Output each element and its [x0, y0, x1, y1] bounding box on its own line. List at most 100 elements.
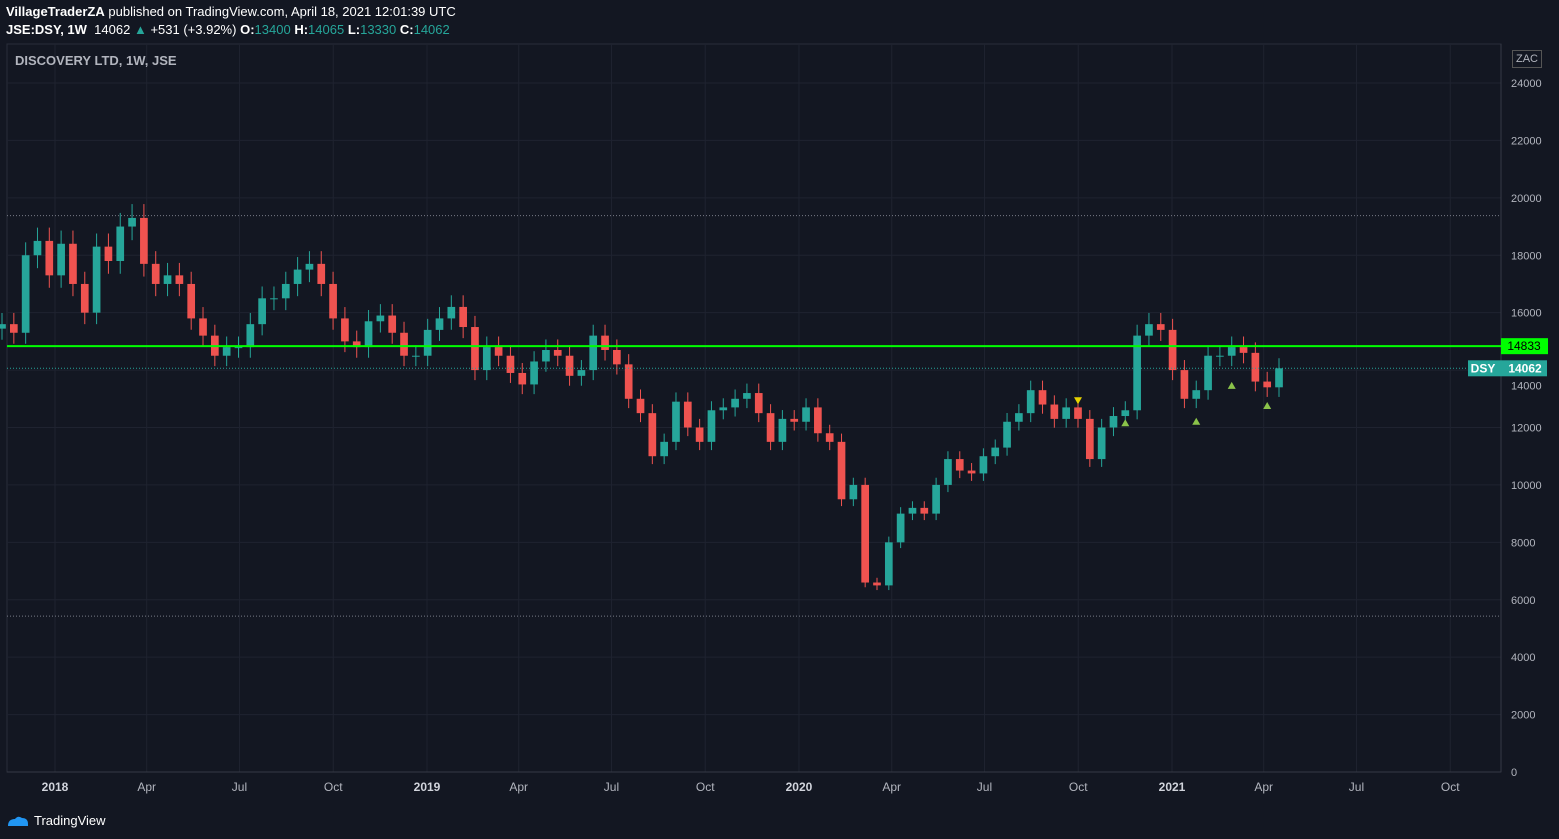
candle-body [92, 246, 101, 313]
candle-body [364, 321, 373, 348]
publish-text: published on TradingView.com, April 18, … [108, 4, 456, 19]
candle-body [884, 542, 893, 586]
candle-body [624, 364, 633, 399]
y-tick-label: 14000 [1511, 380, 1542, 392]
candle-body [979, 456, 988, 474]
y-tick-label: 2000 [1511, 710, 1535, 722]
x-tick-label: Oct [1441, 780, 1460, 794]
candle-body [69, 243, 77, 284]
candle-body [57, 243, 65, 276]
candle-body [0, 324, 6, 329]
candle-body [896, 513, 905, 543]
x-tick-label: Jul [604, 780, 619, 794]
x-tick-label: Jul [977, 780, 992, 794]
candle-body [376, 315, 385, 322]
candle-body [920, 507, 929, 514]
x-tick-label: Oct [696, 780, 715, 794]
candle-body [802, 407, 810, 422]
symbol-info: JSE:DSY, 1W 14062 ▲ +531 (+3.92%) O:1340… [6, 22, 450, 37]
candle-body [341, 318, 349, 342]
plot-area [6, 43, 1502, 773]
candle-body [1121, 410, 1130, 417]
candle-body [281, 283, 290, 299]
candle-body [932, 484, 940, 514]
candle-body [1038, 390, 1047, 405]
y-tick-label: 6000 [1511, 595, 1535, 607]
candle-body [743, 393, 751, 399]
candle-body [412, 355, 420, 357]
candle-body [482, 347, 491, 371]
x-tick-label: 2019 [414, 780, 441, 794]
y-tick-label: 22000 [1511, 135, 1542, 147]
candle-body [80, 283, 89, 313]
candle-body [790, 418, 799, 422]
x-tick-label: Apr [1254, 780, 1273, 794]
y-tick-label: 0 [1511, 767, 1517, 779]
candle-body [719, 407, 728, 411]
candle-body [1085, 418, 1094, 460]
x-tick-label: Oct [1069, 780, 1088, 794]
candle-body [837, 441, 846, 500]
triangle-up-icon [1263, 401, 1272, 409]
candle-body [814, 407, 822, 434]
candle-body [1074, 407, 1082, 419]
x-tick-label: Apr [137, 780, 156, 794]
candle-body [1263, 381, 1272, 388]
candle-body [1251, 352, 1260, 382]
candle-body [908, 507, 917, 514]
candle-body [613, 349, 621, 365]
c-label: C: [399, 22, 414, 37]
candle-body [175, 275, 184, 284]
candle-body [731, 398, 739, 408]
currency-label[interactable]: ZAC [1512, 50, 1542, 68]
candle-body [222, 347, 231, 356]
candle-body [778, 418, 787, 442]
publish-info: VillageTraderZA published on TradingView… [6, 4, 456, 19]
candle-body [944, 459, 952, 485]
candle-body [104, 246, 113, 261]
candle-body [258, 298, 266, 325]
candle-body [1145, 324, 1153, 336]
y-tick-label: 16000 [1511, 308, 1542, 320]
candle-body [471, 327, 479, 371]
candle-body [305, 263, 314, 270]
candle-body [553, 349, 562, 356]
x-tick-label: Jul [1349, 780, 1364, 794]
candle-body [435, 318, 444, 330]
x-tick-label: Jul [232, 780, 247, 794]
candle-body [246, 324, 255, 348]
x-tick-label: Apr [509, 780, 528, 794]
up-triangle-icon: ▲ [133, 22, 147, 37]
last-price: 14062 [94, 22, 131, 37]
triangle-up-icon [1192, 417, 1201, 425]
candle-body [577, 370, 586, 376]
high-value: 14065 [308, 22, 345, 37]
x-tick-label: 2020 [786, 780, 813, 794]
candle-body [293, 269, 302, 284]
o-label: O: [240, 22, 255, 37]
candle-body [317, 263, 326, 284]
candle-body [636, 398, 645, 414]
candle-body [518, 372, 527, 385]
candle-body [672, 401, 680, 442]
low-value: 13330 [360, 22, 397, 37]
y-tick-label: 18000 [1511, 250, 1542, 262]
chart-title: DISCOVERY LTD, 1W, JSE [15, 53, 177, 68]
l-label: L: [347, 22, 361, 37]
y-tick-label: 20000 [1511, 193, 1542, 205]
candle-body [400, 332, 408, 356]
candle-body [329, 283, 337, 319]
candle-body [423, 329, 432, 356]
brand-name: TradingView [34, 813, 106, 828]
candle-body [754, 393, 763, 414]
tradingview-logo[interactable]: TradingView [6, 813, 106, 828]
candle-body [163, 275, 172, 284]
tradingview-logo-icon [8, 816, 28, 826]
close-value: 14062 [413, 22, 450, 37]
triangle-up-icon [1227, 381, 1236, 389]
candle-body [1097, 427, 1106, 460]
y-tick-label: 12000 [1511, 423, 1542, 435]
candle-body [388, 315, 397, 333]
candle-body [506, 355, 515, 373]
